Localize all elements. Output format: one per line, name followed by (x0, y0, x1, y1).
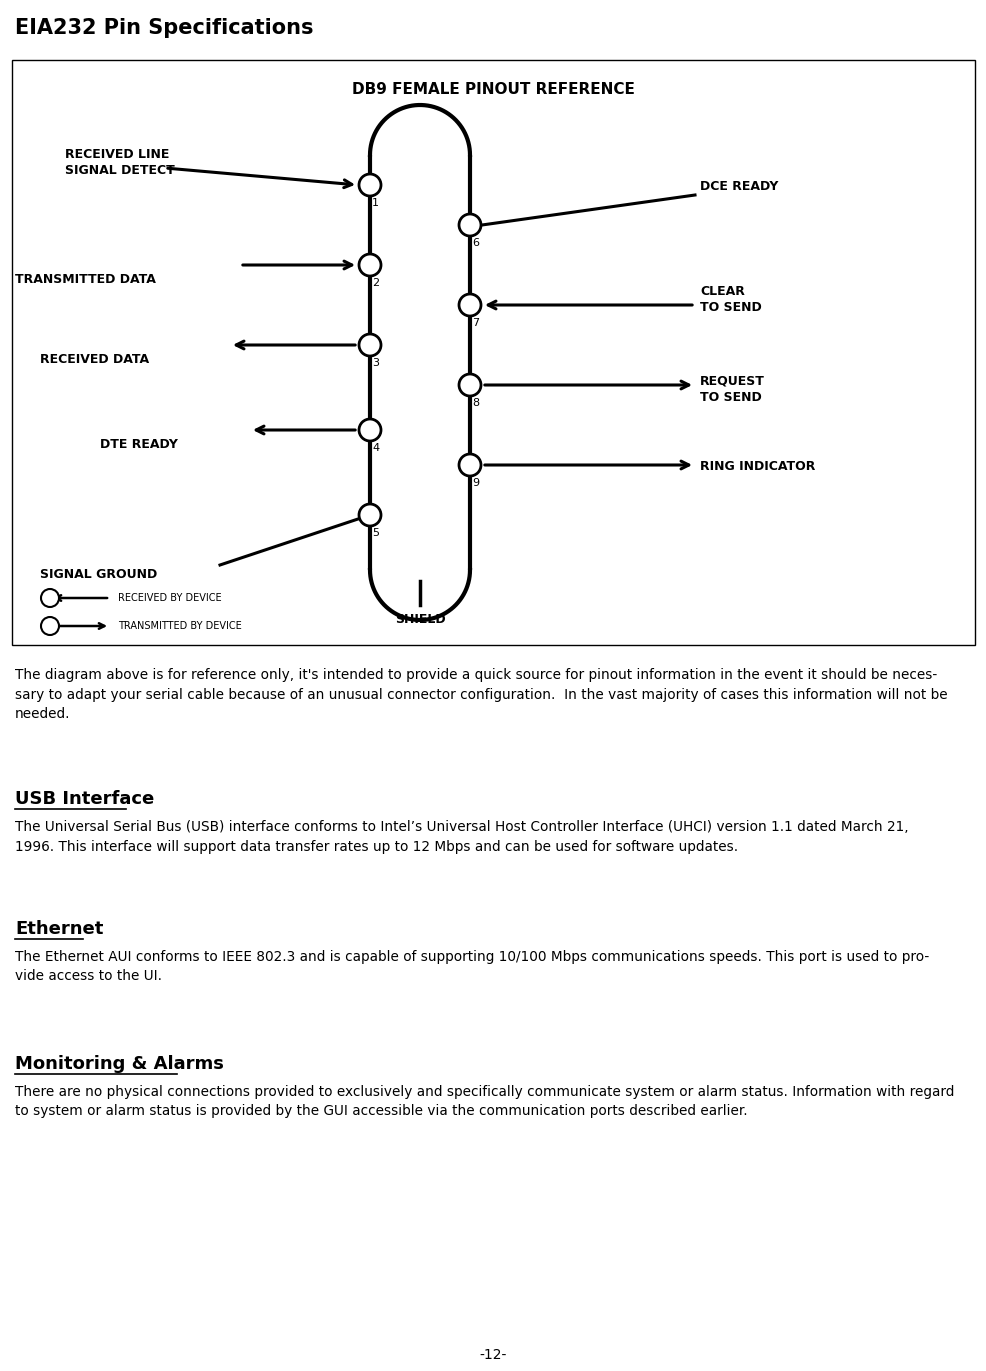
Text: -12-: -12- (479, 1348, 506, 1361)
Text: 9: 9 (471, 478, 478, 488)
Circle shape (41, 617, 59, 635)
Text: 1: 1 (372, 197, 379, 208)
Text: 2: 2 (372, 278, 379, 288)
Circle shape (359, 505, 381, 526)
Text: DTE READY: DTE READY (100, 437, 177, 451)
Text: The diagram above is for reference only, it's intended to provide a quick source: The diagram above is for reference only,… (15, 668, 947, 721)
Circle shape (458, 293, 480, 315)
Text: SHIELD: SHIELD (394, 613, 445, 627)
Text: CLEAR
TO SEND: CLEAR TO SEND (699, 285, 761, 314)
Text: TRANSMITTED DATA: TRANSMITTED DATA (15, 273, 156, 287)
Text: 4: 4 (372, 443, 379, 452)
Text: 6: 6 (471, 239, 478, 248)
Text: 3: 3 (372, 358, 379, 367)
Circle shape (359, 174, 381, 196)
Text: REQUEST
TO SEND: REQUEST TO SEND (699, 376, 764, 404)
Circle shape (458, 214, 480, 236)
Text: The Ethernet AUI conforms to IEEE 802.3 and is capable of supporting 10/100 Mbps: The Ethernet AUI conforms to IEEE 802.3 … (15, 950, 928, 983)
Circle shape (359, 335, 381, 356)
Text: The Universal Serial Bus (USB) interface conforms to Intel’s Universal Host Cont: The Universal Serial Bus (USB) interface… (15, 820, 908, 854)
Circle shape (359, 420, 381, 441)
Text: SIGNAL GROUND: SIGNAL GROUND (40, 568, 157, 581)
Text: DCE READY: DCE READY (699, 180, 778, 193)
Text: RECEIVED DATA: RECEIVED DATA (40, 352, 149, 366)
Circle shape (458, 374, 480, 396)
Text: DB9 FEMALE PINOUT REFERENCE: DB9 FEMALE PINOUT REFERENCE (351, 82, 634, 97)
Text: RING INDICATOR: RING INDICATOR (699, 461, 814, 473)
Text: EIA232 Pin Specifications: EIA232 Pin Specifications (15, 18, 314, 38)
Text: Ethernet: Ethernet (15, 920, 104, 938)
Text: RECEIVED LINE
SIGNAL DETECT: RECEIVED LINE SIGNAL DETECT (65, 148, 175, 177)
Text: 8: 8 (471, 398, 478, 409)
Text: TRANSMITTED BY DEVICE: TRANSMITTED BY DEVICE (118, 621, 242, 631)
Text: Monitoring & Alarms: Monitoring & Alarms (15, 1056, 224, 1073)
Circle shape (359, 254, 381, 276)
Text: There are no physical connections provided to exclusively and specifically commu: There are no physical connections provid… (15, 1084, 953, 1119)
Bar (12, 60, 974, 644)
Text: 7: 7 (471, 318, 478, 328)
Text: USB Interface: USB Interface (15, 790, 154, 808)
Circle shape (458, 454, 480, 476)
Circle shape (41, 590, 59, 607)
Text: RECEIVED BY DEVICE: RECEIVED BY DEVICE (118, 594, 222, 603)
Text: 5: 5 (372, 528, 379, 537)
